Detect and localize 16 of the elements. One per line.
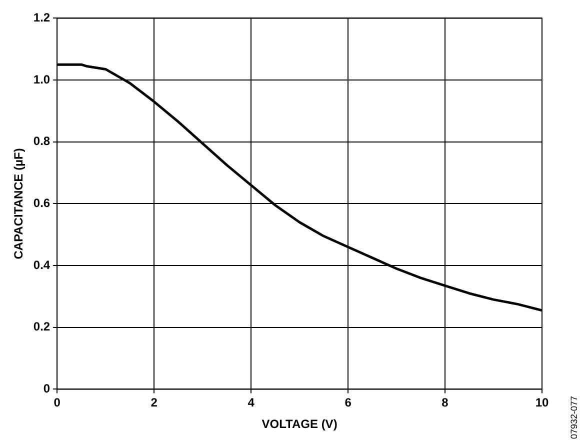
- x-tick-label: 8: [442, 396, 449, 410]
- x-tick-label: 0: [54, 396, 61, 410]
- y-tick-label: 0.8: [33, 134, 50, 148]
- y-tick-label: 0.4: [33, 258, 50, 272]
- x-axis-title: VOLTAGE (V): [262, 417, 338, 432]
- x-tick-label: 10: [535, 396, 549, 410]
- x-tick-label: 2: [150, 396, 158, 410]
- y-tick-label: 1.2: [33, 10, 50, 25]
- y-tick-label: 0.2: [33, 320, 50, 334]
- y-tick-label: 0.6: [33, 196, 50, 210]
- y-axis-title: CAPACITANCE (µF): [12, 148, 26, 260]
- text: 07932-077: [569, 396, 579, 440]
- y-tick-label: 0: [43, 382, 50, 396]
- y-tick-label: 1.0: [33, 72, 50, 86]
- x-tick-label: 6: [344, 396, 352, 410]
- x-tick-label: 4: [248, 396, 255, 410]
